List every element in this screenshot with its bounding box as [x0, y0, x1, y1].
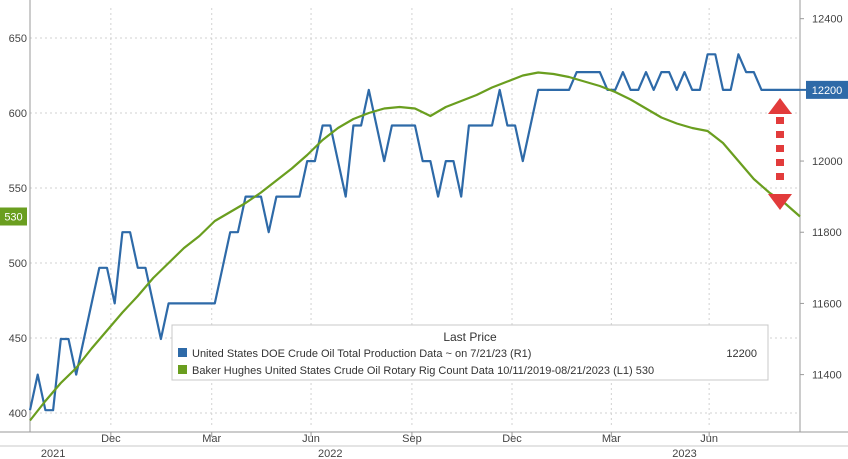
arrow-dash [776, 131, 784, 138]
year-label: 2021 [41, 448, 65, 459]
arrow-dash [776, 117, 784, 124]
x-tick-label: Mar [202, 433, 221, 445]
left-tick-label: 400 [9, 408, 27, 420]
year-label: 2022 [318, 448, 342, 459]
legend-swatch-production [178, 348, 187, 357]
x-tick-label: Jun [700, 433, 718, 445]
series-layer [28, 53, 801, 422]
legend-title: Last Price [443, 330, 497, 344]
x-tick-label: Sep [402, 433, 422, 445]
left-last-value-label: 530 [4, 212, 22, 224]
rig-count-line [29, 71, 801, 422]
right-last-value-badge [806, 80, 848, 99]
left-tick-label: 450 [9, 333, 27, 345]
legend-label-production: United States DOE Crude Oil Total Produc… [192, 348, 531, 360]
right-tick-label: 12000 [812, 156, 843, 168]
left-tick-label: 500 [9, 258, 27, 270]
legend: Last Price United States DOE Crude Oil T… [171, 324, 769, 381]
arrow-dash [776, 145, 784, 152]
left-tick-label: 550 [9, 183, 27, 195]
left-last-value-badge [0, 207, 27, 226]
legend-label-rig-count: Baker Hughes United States Crude Oil Rot… [192, 365, 654, 377]
production-line [28, 53, 800, 412]
legend-value-production: 12200 [726, 348, 757, 360]
left-tick-label: 600 [9, 108, 27, 120]
left-tick-label: 650 [9, 33, 27, 45]
right-tick-label: 11800 [812, 227, 842, 239]
x-tick-label: Dec [502, 433, 522, 445]
up-arrow-icon [768, 98, 792, 114]
arrow-dash [776, 173, 784, 180]
x-tick-label: Jun [302, 433, 320, 445]
arrow-dash [776, 159, 784, 166]
right-tick-label: 12400 [812, 14, 843, 26]
right-tick-label: 11400 [812, 370, 842, 382]
x-tick-label: Mar [602, 433, 621, 445]
down-arrow-icon [768, 194, 792, 210]
right-last-value-label: 12200 [812, 85, 843, 97]
x-tick-label: Dec [101, 433, 121, 445]
annotations [768, 98, 792, 210]
year-label: 2023 [672, 448, 696, 459]
value-badges: 12200 530 [0, 80, 848, 226]
legend-box [171, 324, 769, 381]
legend-swatch-rig-count [178, 365, 187, 374]
right-tick-label: 11600 [812, 298, 842, 310]
